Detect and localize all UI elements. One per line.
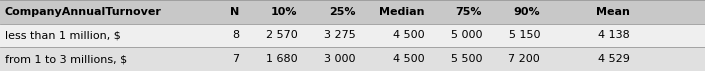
Text: 1 680: 1 680 — [266, 54, 298, 64]
Bar — [0, 0, 705, 24]
Text: 25%: 25% — [329, 7, 355, 17]
Text: 2 570: 2 570 — [266, 31, 298, 40]
Text: CompanyAnnualTurnover: CompanyAnnualTurnover — [5, 7, 162, 17]
Text: 90%: 90% — [513, 7, 540, 17]
Text: 75%: 75% — [455, 7, 482, 17]
Text: less than 1 million, $: less than 1 million, $ — [5, 31, 121, 40]
Text: 8: 8 — [233, 31, 240, 40]
Text: 4 529: 4 529 — [598, 54, 630, 64]
Bar — [0, 24, 705, 47]
Text: 4 500: 4 500 — [393, 31, 424, 40]
Text: 10%: 10% — [271, 7, 298, 17]
Text: N: N — [231, 7, 240, 17]
Text: 7: 7 — [233, 54, 240, 64]
Bar — [0, 47, 705, 71]
Text: from 1 to 3 millions, $: from 1 to 3 millions, $ — [5, 54, 127, 64]
Text: 3 275: 3 275 — [324, 31, 355, 40]
Text: 5 150: 5 150 — [508, 31, 540, 40]
Text: 5 500: 5 500 — [450, 54, 482, 64]
Text: 7 200: 7 200 — [508, 54, 540, 64]
Text: 3 000: 3 000 — [324, 54, 355, 64]
Text: 5 000: 5 000 — [450, 31, 482, 40]
Text: 4 138: 4 138 — [598, 31, 630, 40]
Text: 4 500: 4 500 — [393, 54, 424, 64]
Text: Mean: Mean — [596, 7, 630, 17]
Text: Median: Median — [379, 7, 424, 17]
